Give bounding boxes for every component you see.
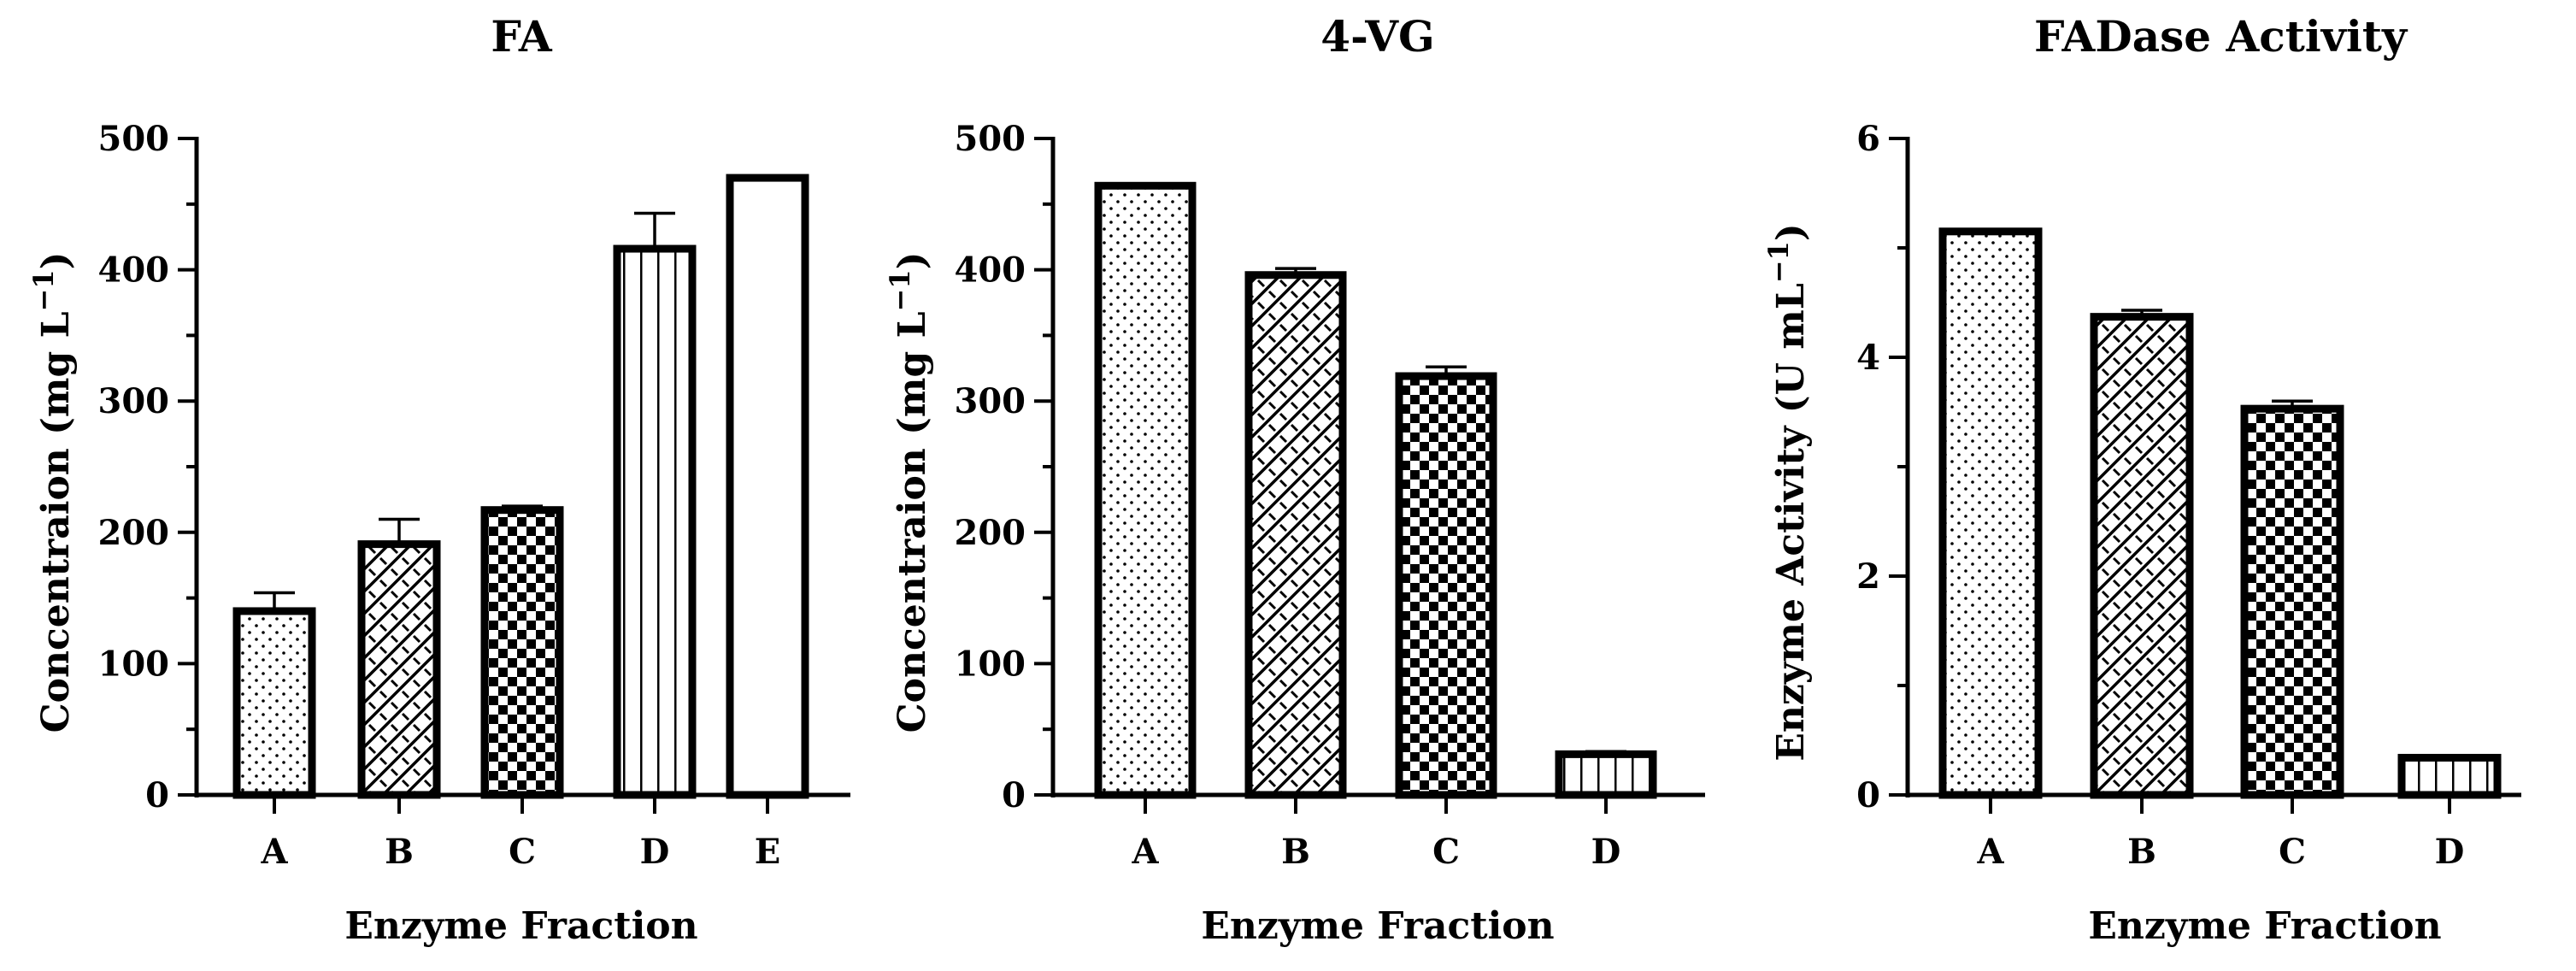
x-axis-label: Enzyme Fraction [344,904,697,948]
y-tick-label: 500 [955,119,1026,159]
x-tick-label: D [2435,832,2465,872]
bar-a [1938,227,2043,799]
panel-fadase-activity: FADase Activity 0 2 4 6 A B C D Enzyme Fraction En… [1762,11,2521,948]
chart-title: FA [491,11,553,62]
x-tick-label: C [1432,832,1460,872]
bar-a [232,607,316,799]
bar-b [2090,313,2194,799]
bar-a [1094,181,1197,799]
bar-d [613,244,697,799]
y-tick-label: 0 [145,775,169,815]
y-tick-label: 0 [1856,775,1880,815]
bar-b [1244,271,1347,799]
x-tick-label: C [2279,832,2306,872]
x-tick-label: A [1976,832,2004,872]
bar-d [1555,750,1657,799]
x-tick-label: D [640,832,670,872]
y-tick-label: 4 [1856,338,1880,378]
y-tick-label: 0 [1002,775,1026,815]
y-tick-label: 2 [1856,556,1880,597]
y-tick-label: 200 [955,513,1026,553]
x-tick-label: B [385,832,414,872]
x-tick-label: D [1591,832,1621,872]
x-tick-label: C [509,832,536,872]
y-tick-label: 400 [98,250,170,291]
bar-b [357,540,441,799]
y-tick-label: 6 [1856,119,1880,159]
y-tick-label: 400 [955,250,1026,291]
x-tick-label: A [1131,832,1159,872]
x-axis-label: Enzyme Fraction [1201,904,1554,948]
bar-d [2397,753,2502,799]
bar-c [1395,372,1497,799]
y-axis-label: Enzyme Activity (U mL−1) [1762,223,1813,761]
x-axis-label: Enzyme Fraction [2088,904,2441,948]
y-axis-label: Concentraion (mg L−1) [884,252,934,733]
y-tick-label: 100 [98,644,170,684]
bar-e [726,174,809,799]
y-tick-label: 300 [98,381,170,421]
y-tick-label: 200 [98,513,170,553]
x-tick-label: B [1281,832,1310,872]
y-axis-label: Concentraion (mg L−1) [27,252,78,733]
chart-title: 4-VG [1320,11,1434,62]
y-tick-label: 300 [955,381,1026,421]
y-tick-label: 500 [98,119,170,159]
chart-title: FADase Activity [2034,11,2408,62]
bar-c [2240,404,2344,799]
bar-c [480,506,564,799]
panel-4vg: 4-VG 0 100 200 300 400 500 A B C D Enzyme Fraction C… [884,11,1705,948]
x-tick-label: B [2127,832,2156,872]
panel-fa: FA 0 100 200 300 400 500 A B C D E Enzyme Fraction Co… [27,11,850,948]
x-tick-label: E [755,832,781,872]
x-tick-label: A [260,832,288,872]
y-tick-label: 100 [955,644,1026,684]
